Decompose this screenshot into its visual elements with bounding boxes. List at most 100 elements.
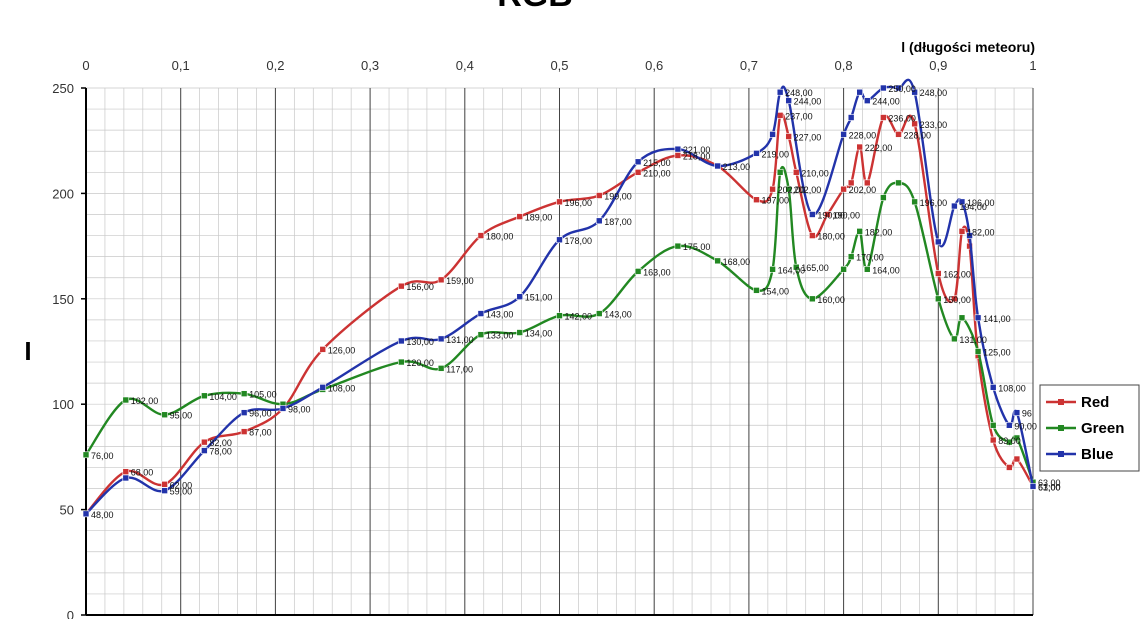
data-point-blue xyxy=(556,236,563,244)
data-labels: 48,00 68,00 62,00 82,00 87,00 98,00 126,00 156,… xyxy=(91,84,1061,520)
data-label-red: 182,00 xyxy=(967,227,995,237)
data-point-blue xyxy=(753,150,760,157)
data-label-green: 182,00 xyxy=(865,227,893,237)
data-point-red xyxy=(847,179,855,187)
data-point-green xyxy=(1013,434,1021,442)
x-tick-label: 0,2 xyxy=(266,58,284,73)
legend-label-red: Red xyxy=(1081,394,1109,411)
data-point-red xyxy=(122,468,130,475)
data-label-green: 63,00 xyxy=(1038,478,1061,488)
data-label-green: 131,00 xyxy=(959,335,987,345)
data-point-green xyxy=(753,287,760,294)
legend-label-blue: Blue xyxy=(1081,446,1114,463)
data-label-red: 159,00 xyxy=(446,276,474,286)
data-point-red xyxy=(634,169,642,176)
data-point-blue xyxy=(279,405,287,412)
data-point-red xyxy=(516,213,524,220)
data-point-green xyxy=(516,329,524,336)
y-tick-label: 100 xyxy=(52,397,74,412)
data-point-blue xyxy=(785,97,792,104)
data-point-blue xyxy=(934,238,942,246)
data-point-red xyxy=(895,131,902,138)
data-point-red xyxy=(863,179,871,187)
data-label-blue: 213,00 xyxy=(723,162,751,172)
data-point-green xyxy=(958,314,966,322)
data-label-red: 162,00 xyxy=(943,270,971,280)
legend-marker-blue xyxy=(1058,451,1064,457)
data-point-blue xyxy=(477,310,485,317)
data-point-green xyxy=(895,179,902,187)
x-tick-label: 1 xyxy=(1029,58,1036,73)
data-point-red xyxy=(880,114,887,121)
data-label-blue: 108,00 xyxy=(328,383,356,393)
data-point-blue xyxy=(1029,483,1037,490)
data-label-green: 104,00 xyxy=(209,392,237,402)
data-point-blue xyxy=(161,487,168,494)
data-label-red: 190,00 xyxy=(833,210,861,220)
data-point-green xyxy=(785,185,792,193)
data-point-blue xyxy=(595,217,603,225)
data-point-red xyxy=(161,481,168,488)
data-label-red: 98,00 xyxy=(288,404,311,414)
data-point-red xyxy=(951,295,958,303)
data-label-blue: 108,00 xyxy=(998,383,1026,393)
data-label-red: 126,00 xyxy=(328,345,356,355)
data-label-blue: 221,00 xyxy=(683,145,711,155)
data-label-green: 202,00 xyxy=(794,185,822,195)
data-label-blue: 244,00 xyxy=(794,97,822,107)
data-label-blue: 219,00 xyxy=(761,149,789,159)
data-label-blue: 90,00 xyxy=(1014,421,1037,431)
data-label-red: 202,00 xyxy=(778,185,806,195)
data-point-red xyxy=(776,112,784,119)
x-tick-label: 0,7 xyxy=(740,58,758,73)
data-point-blue xyxy=(437,335,445,343)
data-point-red xyxy=(1006,464,1013,471)
data-point-red xyxy=(398,282,405,290)
data-point-red xyxy=(792,169,800,176)
data-label-red: 189,00 xyxy=(525,213,553,223)
data-label-green: 105,00 xyxy=(249,390,277,400)
data-label-red: 222,00 xyxy=(865,143,893,153)
data-label-red: 48,00 xyxy=(91,510,114,520)
data-label-blue: 244,00 xyxy=(872,97,900,107)
data-point-blue xyxy=(319,384,327,391)
data-point-red xyxy=(911,120,918,128)
y-tick-label: 50 xyxy=(60,503,74,518)
data-point-red xyxy=(958,228,966,235)
x-axis-label: l (długości meteoru) xyxy=(901,39,1035,55)
data-point-blue xyxy=(769,131,776,138)
data-point-green xyxy=(437,365,445,372)
data-point-blue xyxy=(634,158,642,166)
chart-title: RGB xyxy=(497,0,573,14)
data-label-red: 180,00 xyxy=(817,232,845,242)
data-point-green xyxy=(809,295,816,303)
data-point-green xyxy=(880,194,887,201)
data-label-green: 164,00 xyxy=(872,265,900,275)
data-point-red xyxy=(785,133,792,140)
data-label-blue: 194,00 xyxy=(959,202,987,212)
data-point-green xyxy=(989,421,997,429)
data-label-blue: 248,00 xyxy=(920,88,948,98)
data-point-green xyxy=(1006,438,1013,446)
data-point-green xyxy=(847,253,855,260)
data-label-blue: 151,00 xyxy=(525,293,553,303)
data-label-blue: 130,00 xyxy=(406,337,434,347)
data-point-blue xyxy=(895,84,902,92)
data-label-red: 196,00 xyxy=(565,198,593,208)
data-label-green: 134,00 xyxy=(525,329,553,339)
data-point-red xyxy=(477,232,485,239)
data-label-red: 82,00 xyxy=(209,438,232,448)
x-tick-label: 0 xyxy=(82,58,89,73)
data-point-red xyxy=(809,232,816,239)
data-point-blue xyxy=(974,314,982,322)
y-axis-label: I xyxy=(24,336,31,366)
data-label-blue: 250,00 xyxy=(888,84,916,94)
data-label-red: 228,00 xyxy=(904,130,932,140)
data-label-red: 156,00 xyxy=(406,282,434,292)
data-label-red: 233,00 xyxy=(920,120,948,130)
data-point-red xyxy=(1013,455,1021,463)
data-label-blue: 63,00 xyxy=(1038,482,1061,492)
data-point-blue xyxy=(398,337,405,345)
data-point-green xyxy=(674,242,682,250)
